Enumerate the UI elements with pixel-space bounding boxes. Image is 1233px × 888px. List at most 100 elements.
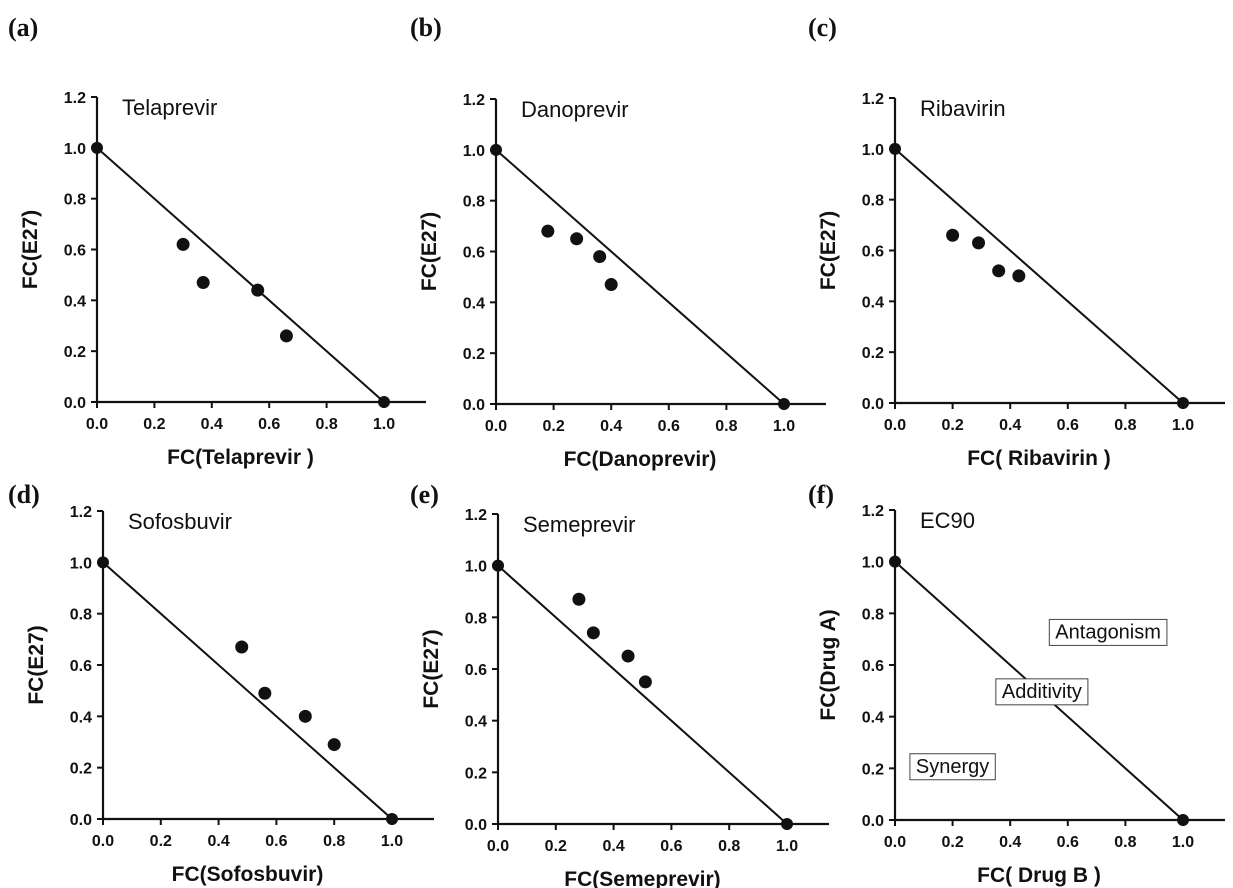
endpoint-marker bbox=[778, 398, 790, 410]
region-label: Antagonism bbox=[1055, 621, 1161, 643]
x-tick-label: 0.2 bbox=[545, 838, 567, 855]
y-tick-label: 0.4 bbox=[64, 293, 86, 310]
x-tick-label: 0.8 bbox=[715, 418, 737, 435]
panel-title: Sofosbuvir bbox=[128, 509, 232, 534]
x-tick-label: 1.0 bbox=[381, 833, 403, 850]
y-tick-label: 1.2 bbox=[862, 91, 884, 108]
y-tick-label: 0.2 bbox=[64, 344, 86, 361]
y-tick-label: 1.2 bbox=[64, 90, 86, 107]
y-tick-label: 1.2 bbox=[862, 503, 884, 520]
data-point bbox=[638, 675, 652, 689]
x-tick-label: 0.2 bbox=[143, 416, 165, 433]
x-tick-label: 0.6 bbox=[660, 838, 682, 855]
endpoint-marker bbox=[490, 143, 502, 156]
data-point bbox=[621, 649, 635, 663]
x-tick-label: 1.0 bbox=[1172, 834, 1194, 851]
data-point bbox=[279, 329, 293, 343]
data-point bbox=[572, 592, 586, 606]
region-label: Additivity bbox=[1002, 681, 1082, 703]
y-tick-label: 0.4 bbox=[862, 294, 884, 311]
panel-letter: (d) bbox=[8, 480, 40, 509]
x-tick-label: 1.0 bbox=[776, 838, 798, 855]
additivity-line bbox=[894, 148, 1184, 404]
endpoint-marker bbox=[97, 556, 109, 569]
y-axis-label: FC(E27) bbox=[817, 211, 840, 290]
x-tick-label: 0.2 bbox=[542, 418, 564, 435]
y-tick-label: 0.0 bbox=[70, 812, 92, 829]
x-axis-label: FC(Danoprevir) bbox=[564, 448, 717, 471]
endpoint-marker bbox=[386, 813, 398, 825]
endpoint-marker bbox=[889, 555, 901, 568]
data-point bbox=[586, 626, 600, 640]
data-point bbox=[972, 236, 986, 250]
data-point bbox=[251, 283, 265, 297]
y-tick-label: 1.2 bbox=[70, 504, 92, 521]
x-tick-label: 0.4 bbox=[999, 417, 1021, 434]
y-tick-label: 0.8 bbox=[64, 192, 86, 209]
x-tick-label: 0.8 bbox=[718, 838, 740, 855]
data-point bbox=[604, 278, 618, 292]
additivity-line bbox=[497, 564, 788, 825]
y-tick-label: 0.0 bbox=[862, 813, 884, 830]
x-tick-label: 0.2 bbox=[941, 834, 963, 851]
x-axis-label: FC(Semeprevir) bbox=[564, 868, 720, 888]
y-tick-label: 0.0 bbox=[862, 396, 884, 413]
data-point bbox=[992, 264, 1006, 278]
y-tick-label: 1.0 bbox=[70, 555, 92, 572]
x-tick-label: 0.8 bbox=[323, 833, 345, 850]
x-tick-label: 0.8 bbox=[1114, 417, 1136, 434]
y-tick-label: 0.2 bbox=[463, 346, 485, 363]
y-axis-label: FC(E27) bbox=[418, 212, 441, 291]
x-tick-label: 0.0 bbox=[487, 838, 509, 855]
region-label: Synergy bbox=[916, 756, 989, 778]
data-point bbox=[327, 738, 341, 752]
y-tick-label: 1.0 bbox=[862, 555, 884, 572]
x-tick-label: 0.6 bbox=[258, 416, 280, 433]
panel-letter: (c) bbox=[808, 13, 837, 42]
data-point bbox=[593, 250, 607, 264]
x-tick-label: 0.2 bbox=[150, 833, 172, 850]
endpoint-marker bbox=[781, 818, 793, 830]
endpoint-marker bbox=[91, 141, 103, 154]
panel-letter: (f) bbox=[808, 480, 834, 509]
panel-title: Ribavirin bbox=[920, 96, 1006, 121]
panel-letter: (b) bbox=[410, 13, 442, 42]
x-tick-label: 0.4 bbox=[600, 418, 622, 435]
data-point bbox=[541, 224, 555, 238]
x-tick-label: 0.0 bbox=[86, 416, 108, 433]
data-point bbox=[176, 237, 190, 251]
y-tick-label: 1.2 bbox=[465, 507, 487, 524]
data-point bbox=[235, 640, 249, 654]
data-point bbox=[258, 686, 272, 700]
x-tick-label: 0.6 bbox=[1057, 417, 1079, 434]
y-tick-label: 0.8 bbox=[463, 194, 485, 211]
data-point bbox=[1012, 269, 1026, 283]
y-axis-label: FC(E27) bbox=[19, 210, 42, 289]
y-tick-label: 1.2 bbox=[463, 92, 485, 109]
additivity-line bbox=[96, 147, 385, 403]
y-tick-label: 0.2 bbox=[862, 345, 884, 362]
y-tick-label: 0.8 bbox=[465, 610, 487, 627]
x-tick-label: 1.0 bbox=[1172, 417, 1194, 434]
x-tick-label: 0.4 bbox=[207, 833, 229, 850]
panel-title: Telaprevir bbox=[122, 95, 217, 120]
endpoint-marker bbox=[492, 559, 504, 572]
y-tick-label: 1.0 bbox=[862, 142, 884, 159]
y-tick-label: 0.4 bbox=[70, 709, 92, 726]
x-tick-label: 1.0 bbox=[773, 418, 795, 435]
x-tick-label: 0.6 bbox=[658, 418, 680, 435]
endpoint-marker bbox=[1177, 814, 1189, 826]
y-tick-label: 0.8 bbox=[70, 607, 92, 624]
y-tick-label: 0.6 bbox=[463, 245, 485, 262]
x-axis-label: FC( Ribavirin ) bbox=[967, 447, 1111, 470]
data-point bbox=[196, 276, 210, 290]
x-axis-label: FC(Telaprevir ) bbox=[167, 446, 314, 469]
panel-title: EC90 bbox=[920, 508, 975, 533]
y-tick-label: 0.2 bbox=[862, 761, 884, 778]
y-tick-label: 0.4 bbox=[862, 710, 884, 727]
y-tick-label: 0.0 bbox=[463, 397, 485, 414]
y-tick-label: 1.0 bbox=[64, 141, 86, 158]
region-label-box bbox=[995, 678, 1089, 706]
x-tick-label: 0.0 bbox=[485, 418, 507, 435]
